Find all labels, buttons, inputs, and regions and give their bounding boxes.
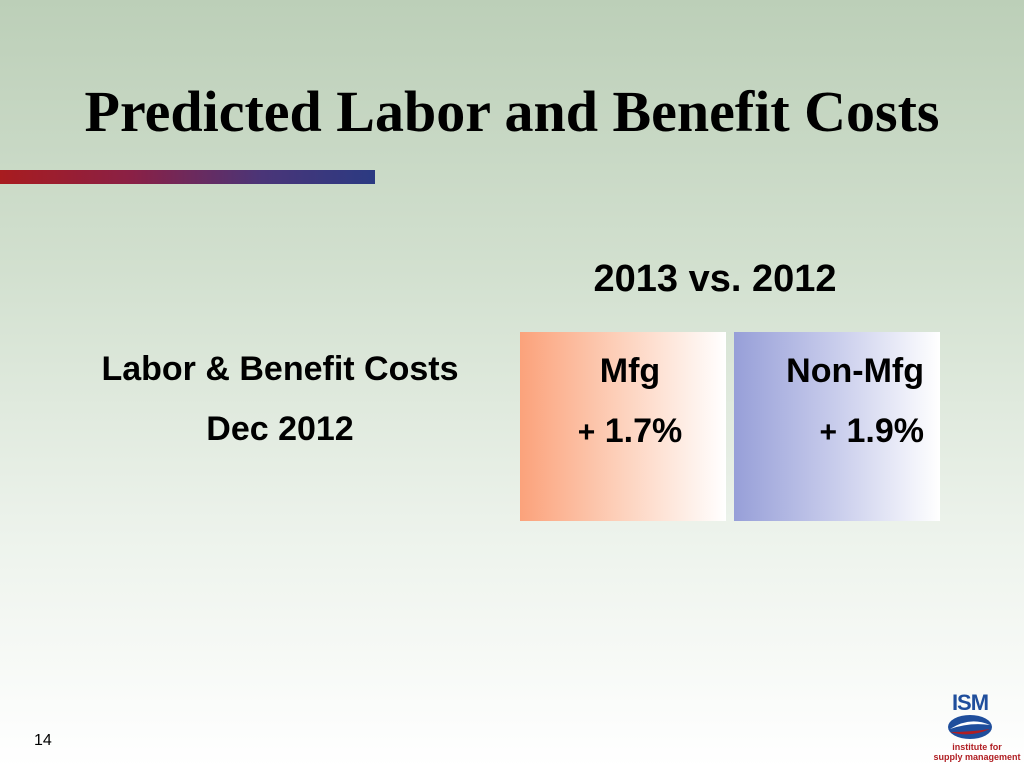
- mfg-header: Mfg: [599, 352, 661, 390]
- ism-logo-line2: supply management: [933, 752, 1021, 762]
- ism-logo: ISM institute for supply management: [930, 690, 1024, 768]
- nonmfg-header: Non-Mfg: [786, 352, 924, 390]
- mfg-value-cell: + 1.7%: [520, 412, 740, 451]
- ism-wordmark: ISM: [951, 690, 989, 715]
- ism-logo-text: institute for supply management: [930, 742, 1024, 762]
- nonmfg-value-cell: + 1.9%: [820, 412, 924, 451]
- mfg-sign: +: [577, 416, 596, 449]
- nonmfg-value: 1.9%: [846, 412, 925, 450]
- mfg-column: Mfg + 1.7%: [520, 332, 726, 521]
- ism-swoosh-icon: [948, 715, 992, 739]
- nonmfg-sign: +: [819, 416, 838, 449]
- nonmfg-column: Non-Mfg + 1.9%: [734, 332, 940, 521]
- row-label-metric: Labor & Benefit Costs: [101, 350, 459, 388]
- page-number: 14: [34, 732, 52, 749]
- slide-title: Predicted Labor and Benefit Costs: [84, 79, 940, 144]
- mfg-value: 1.7%: [604, 412, 683, 450]
- comparison-heading: 2013 vs. 2012: [593, 258, 837, 300]
- row-label-date: Dec 2012: [206, 410, 354, 448]
- title-accent-bar: [0, 170, 375, 184]
- ism-logo-line1: institute for: [952, 742, 1002, 752]
